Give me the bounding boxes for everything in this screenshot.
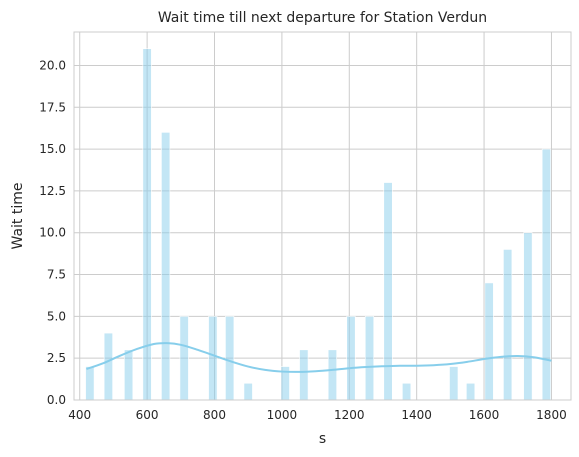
y-tick-label: 7.5 <box>47 268 66 282</box>
histogram-bar <box>484 282 494 401</box>
histogram-bar <box>103 332 113 401</box>
grid <box>74 32 571 401</box>
histogram-bar <box>299 349 309 401</box>
histogram-bar <box>364 316 375 401</box>
y-tick-label: 12.5 <box>39 184 66 198</box>
x-tick-label: 1400 <box>401 408 432 422</box>
histogram-bar <box>243 382 253 401</box>
histogram-bar <box>85 366 95 401</box>
histogram-bar <box>449 366 459 401</box>
plot-frame <box>73 31 572 401</box>
histogram-bar <box>208 316 218 401</box>
y-tick-label: 10.0 <box>39 226 66 240</box>
x-tick-labels: 400 600 800 1000 1200 1400 1600 1800 <box>68 408 566 422</box>
y-tick-label: 2.5 <box>47 351 66 365</box>
y-axis-label: Wait time <box>10 183 26 250</box>
histogram-bar <box>466 382 476 401</box>
y-tick-label: 5.0 <box>47 309 66 323</box>
histogram-bar <box>523 232 533 401</box>
histogram-bar <box>327 349 337 401</box>
x-tick-label: 1800 <box>536 408 567 422</box>
histogram-bar <box>383 182 393 401</box>
y-tick-label: 17.5 <box>39 100 66 114</box>
histogram-bar <box>503 249 513 401</box>
x-tick-label: 1600 <box>469 408 500 422</box>
histogram-bar <box>124 349 134 401</box>
x-tick-label: 400 <box>68 408 91 422</box>
x-axis-label: s <box>319 431 326 447</box>
y-tick-labels: 0.0 2.5 5.0 7.5 10.0 12.5 15.0 17.5 20.0 <box>39 58 66 407</box>
histogram-bar <box>161 132 171 401</box>
histogram-bar <box>225 316 235 401</box>
bars <box>85 48 551 401</box>
y-tick-label: 15.0 <box>39 142 66 156</box>
x-tick-label: 1000 <box>267 408 298 422</box>
histogram-bar <box>402 382 412 401</box>
x-tick-label: 800 <box>203 408 226 422</box>
kde-line <box>86 342 552 373</box>
y-tick-label: 20.0 <box>39 58 66 72</box>
x-tick-label: 1200 <box>334 408 365 422</box>
histogram-bar <box>541 148 551 401</box>
x-tick-label: 600 <box>136 408 159 422</box>
chart-title: Wait time till next departure for Statio… <box>158 10 487 26</box>
y-tick-label: 0.0 <box>47 393 66 407</box>
histogram-bar <box>179 316 189 401</box>
histogram-bar <box>346 316 356 401</box>
